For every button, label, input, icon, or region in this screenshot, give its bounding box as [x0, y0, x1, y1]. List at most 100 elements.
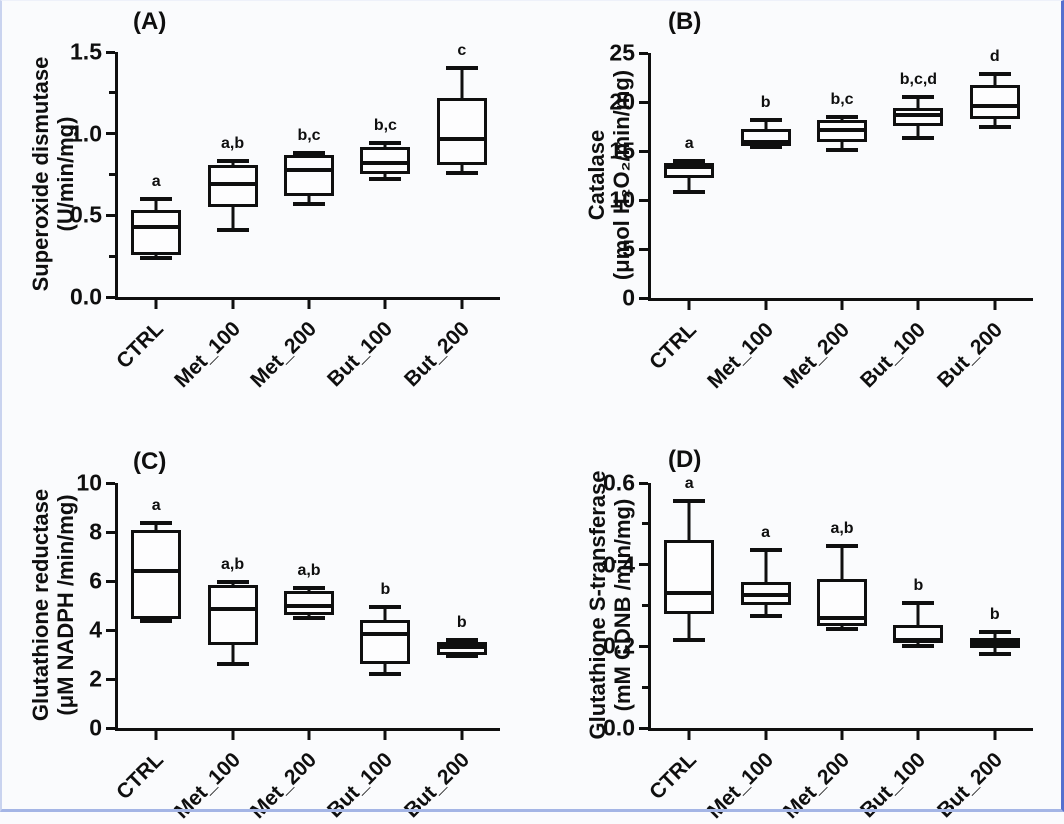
significance-letter: a	[151, 497, 161, 515]
whisker-cap-max	[749, 548, 782, 553]
x-tick	[764, 301, 768, 310]
whisker-cap-min	[445, 653, 478, 658]
significance-letter: a,b	[830, 520, 854, 538]
x-tick	[231, 731, 235, 740]
y-minor-tick	[109, 173, 115, 176]
y-major-tick	[639, 563, 648, 567]
y-tick-label: 6	[89, 567, 102, 594]
whisker-cap-max	[445, 637, 478, 642]
y-tick-label: 0.0	[70, 283, 102, 310]
whisker-cap-min	[293, 615, 325, 620]
significance-letter: b,c,d	[899, 71, 938, 89]
x-tick	[687, 731, 691, 740]
significance-letter: a	[684, 135, 694, 153]
whisker-cap-max	[216, 159, 249, 164]
y-major-tick	[106, 481, 115, 485]
y-major-tick	[639, 644, 648, 648]
significance-letter: b	[456, 613, 467, 631]
whisker-cap-max	[826, 544, 858, 549]
y-major-tick	[639, 149, 648, 153]
whisker-cap-min	[293, 201, 325, 206]
y-tick-label: 4	[89, 616, 102, 643]
x-tick	[231, 300, 235, 309]
y-axis-title: Superoxide dismutase (U/min/mg)	[28, 56, 78, 292]
y-tick-label: 0.0	[603, 714, 635, 741]
box	[969, 85, 1020, 119]
box	[131, 529, 182, 619]
whisker-cap-max	[369, 140, 402, 145]
median-line	[664, 591, 715, 596]
x-tick-label: But_200	[932, 318, 1007, 393]
median-line	[436, 136, 487, 141]
x-tick-label: But_100	[323, 317, 398, 392]
whisker-cap-max	[293, 151, 325, 156]
y-major-tick	[639, 198, 648, 202]
y-tick-label: 1.0	[70, 120, 102, 147]
whisker-cap-min	[216, 662, 249, 667]
whisker-cap-min	[826, 148, 858, 153]
y-tick-label: 10	[609, 186, 635, 213]
plot-area: 0 2 4 6 8 10 CTRL a Met_100 a,b Met_200 a,b But_100 b…	[76, 470, 500, 823]
box	[131, 210, 182, 255]
y-major-tick	[106, 628, 115, 632]
significance-letter: d	[989, 47, 1000, 65]
significance-letter: a,b	[221, 135, 245, 153]
median-line	[740, 593, 791, 598]
significance-letter: c	[457, 42, 467, 60]
whisker-cap-max	[673, 499, 706, 504]
panel-c: (C) Glutathione reductase (μM NADPH /min…	[0, 406, 532, 823]
median-line	[893, 638, 944, 643]
y-major-tick	[639, 100, 648, 104]
whisker-cap-min	[140, 255, 173, 260]
panel-d: (D) Glutathione S-transferase (mM CDNB /…	[532, 406, 1064, 823]
whisker-cap-max	[749, 117, 782, 122]
whisker-cap-min	[445, 170, 478, 175]
box	[360, 620, 411, 665]
whisker-cap-min	[826, 626, 858, 631]
median-line	[131, 224, 182, 229]
y-major-tick	[106, 50, 115, 54]
median-line	[893, 112, 944, 117]
x-tick-label: CTRL	[112, 748, 169, 805]
whisker-cap-min	[978, 651, 1011, 656]
box	[360, 146, 411, 174]
x-tick-label: Met_200	[246, 748, 322, 824]
median-line	[207, 182, 258, 187]
y-tick-label: 2	[89, 665, 102, 692]
x-tick-label: But_200	[399, 317, 474, 392]
y-tick-label: 25	[609, 39, 635, 66]
median-line	[969, 641, 1020, 646]
y-tick-label: 10	[76, 469, 102, 496]
y-tick-label: 0.5	[70, 201, 102, 228]
median-line	[284, 603, 334, 608]
plot-area: 0.0 0.5 1.0 1.5 CTRL a Met_100 a,b Met_200 b,c But…	[70, 39, 500, 392]
plot-area: 0 5 10 15 20 25 CTRL a Met_100 b Met_200 b,c But_100…	[609, 40, 1033, 393]
y-minor-tick	[642, 685, 648, 689]
whisker-cap-max	[293, 586, 325, 591]
x-tick-label: Met_100	[702, 748, 778, 824]
significance-letter: a	[684, 475, 694, 493]
median-line	[436, 645, 487, 650]
y-tick-label: 1.5	[70, 38, 102, 65]
y-major-tick	[106, 579, 115, 583]
x-tick	[383, 731, 387, 740]
y-axis-title: Glutathione reductase (μM NADPH /min/mg)	[28, 488, 78, 722]
whisker-cap-min	[902, 136, 935, 141]
x-tick	[154, 731, 158, 740]
y-minor-tick	[109, 254, 115, 258]
whisker-cap-min	[749, 144, 782, 149]
panel-label: (D)	[668, 446, 702, 473]
x-tick	[687, 301, 691, 310]
y-major-tick	[106, 295, 115, 299]
y-tick-label: 0.4	[603, 551, 635, 578]
box	[284, 590, 334, 616]
x-tick	[764, 731, 768, 740]
y-minor-tick	[642, 604, 648, 607]
panel-label: (B)	[668, 8, 702, 35]
y-major-tick	[106, 213, 115, 217]
x-tick-label: Met_100	[702, 318, 778, 394]
x-tick	[916, 301, 920, 310]
y-major-tick	[639, 247, 648, 251]
whisker-cap-max	[369, 604, 402, 609]
x-tick-label: Met_100	[169, 748, 245, 824]
